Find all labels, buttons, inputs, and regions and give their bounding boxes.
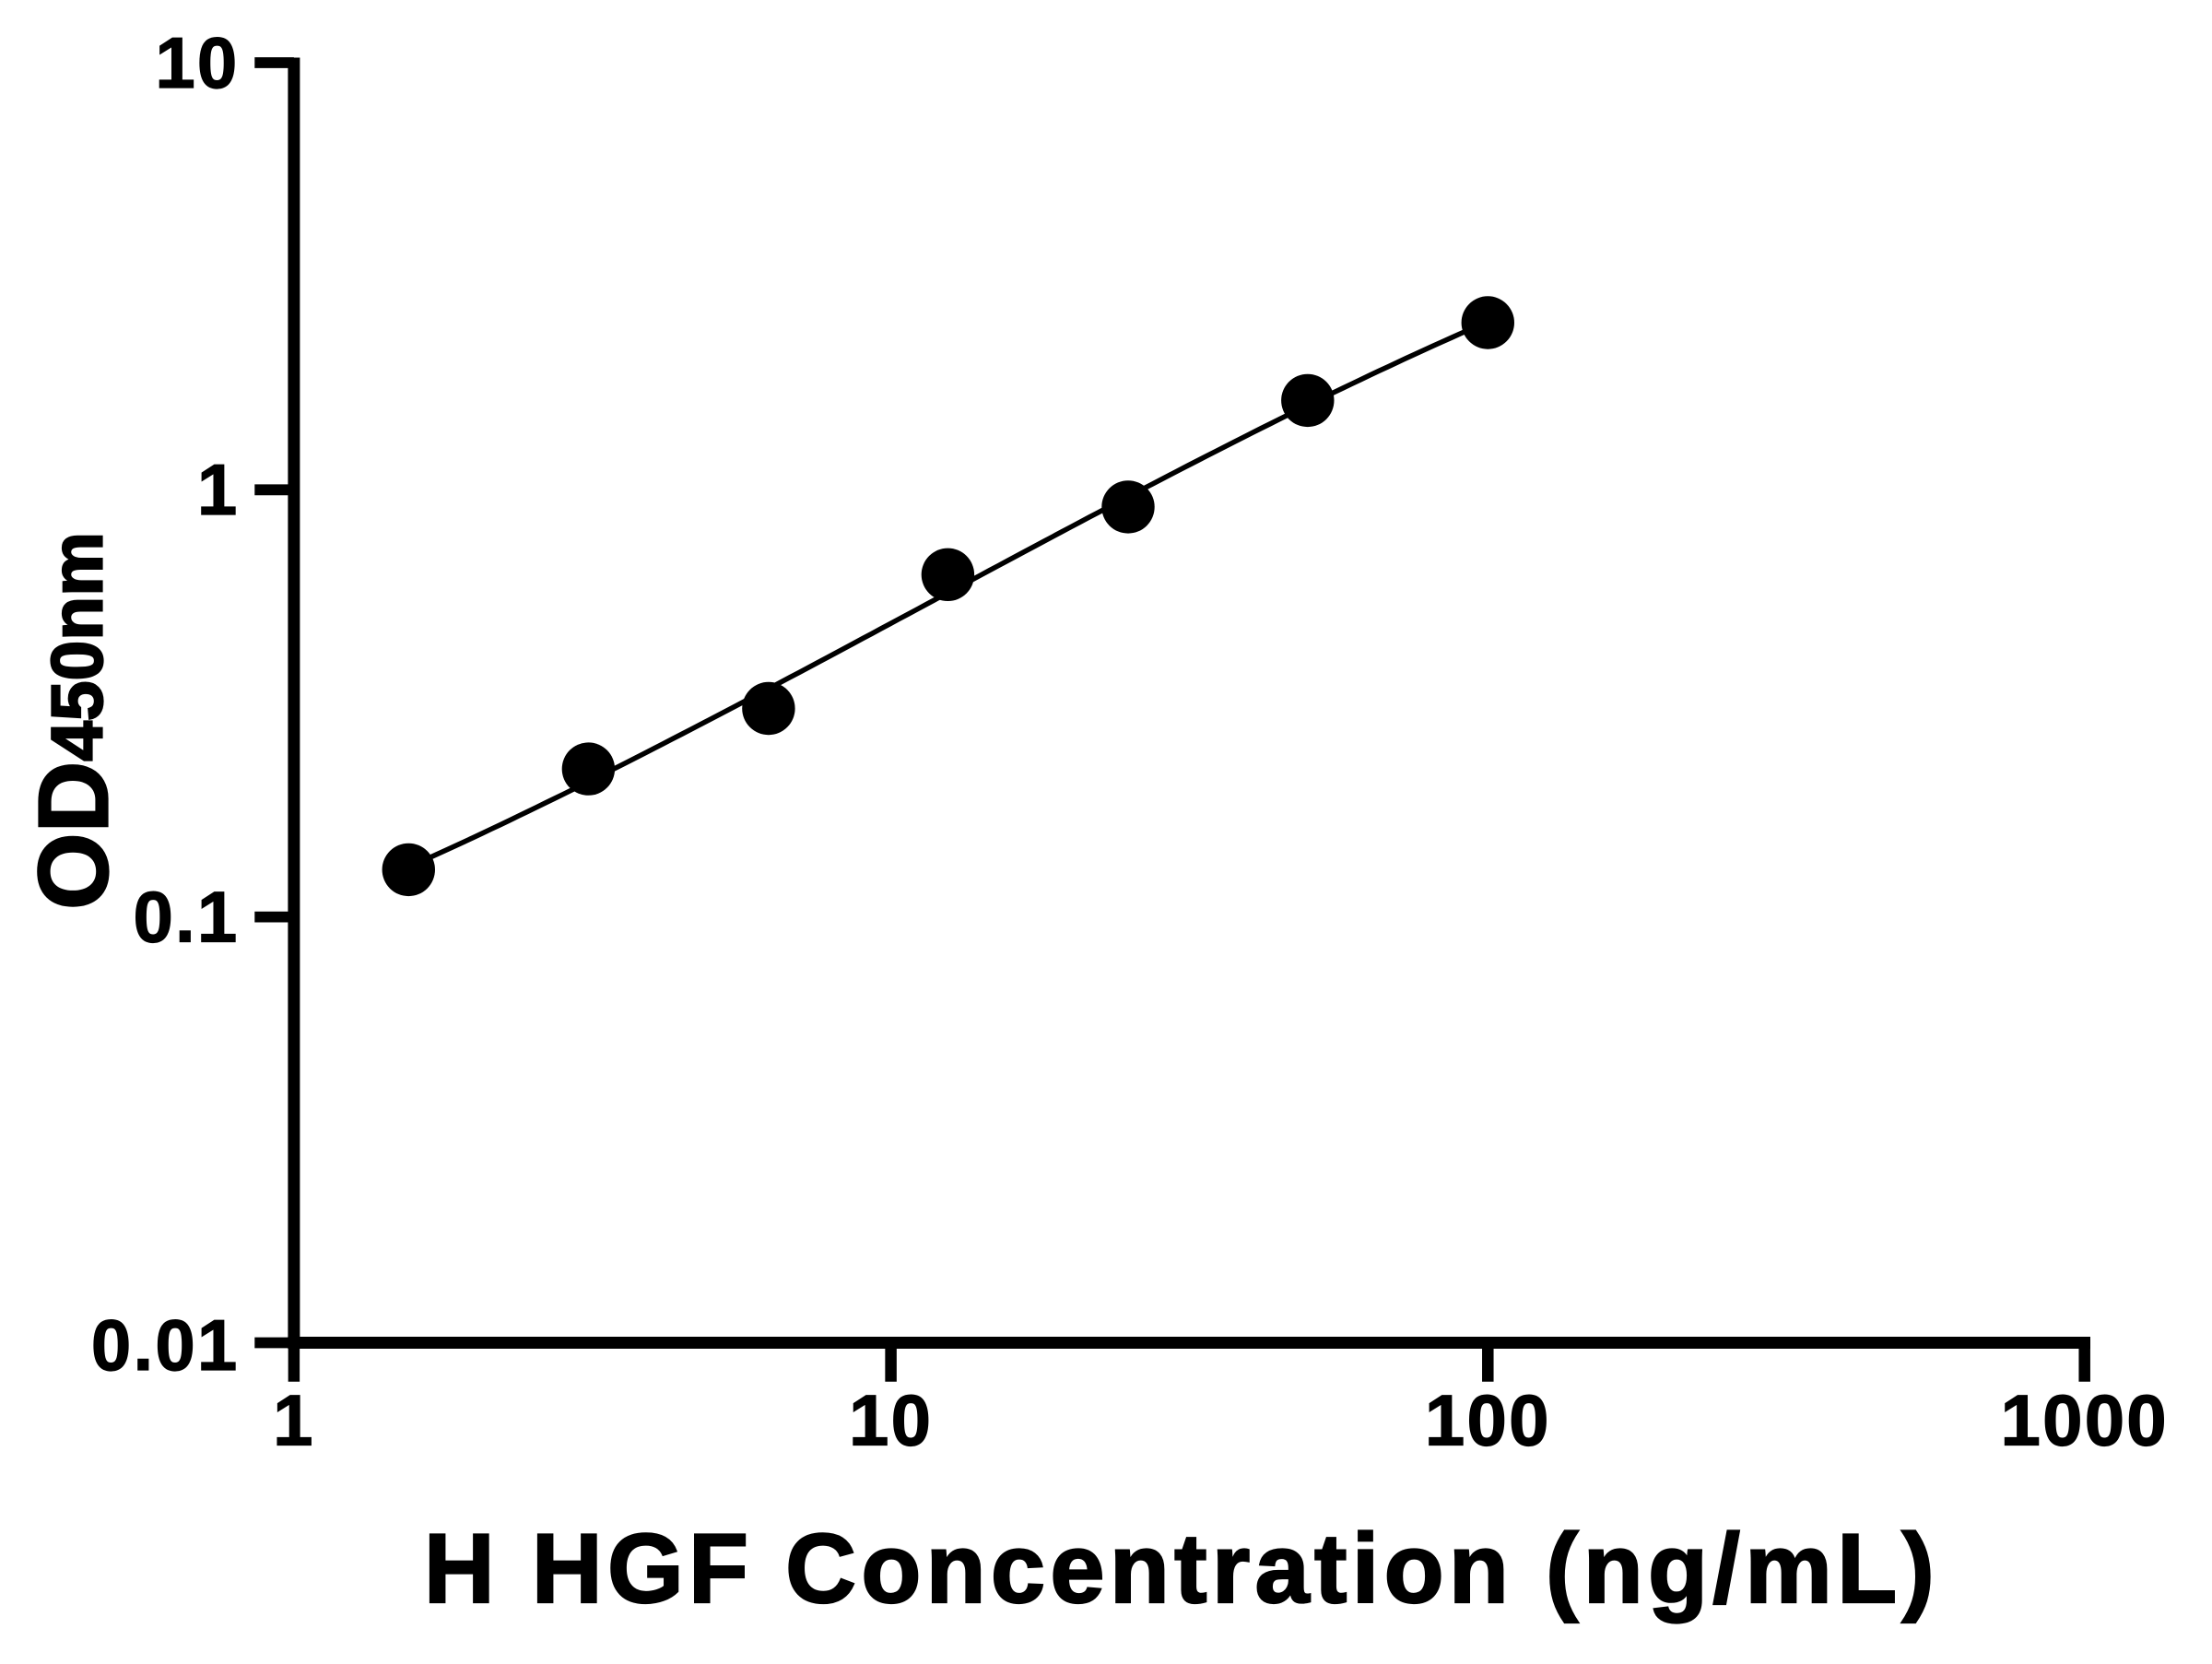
svg-text:0.01: 0.01 bbox=[91, 1304, 240, 1386]
svg-text:1: 1 bbox=[197, 449, 240, 530]
svg-text:10: 10 bbox=[849, 1379, 933, 1460]
svg-text:0.1: 0.1 bbox=[133, 876, 239, 957]
svg-text:10: 10 bbox=[155, 22, 239, 103]
svg-text:OD450nm: OD450nm bbox=[18, 532, 129, 910]
svg-text:1000: 1000 bbox=[2001, 1379, 2169, 1460]
svg-text:1: 1 bbox=[273, 1379, 315, 1460]
svg-text:100: 100 bbox=[1425, 1379, 1551, 1460]
svg-text:H HGF Concentration (ng/mL): H HGF Concentration (ng/mL) bbox=[424, 1514, 1939, 1623]
